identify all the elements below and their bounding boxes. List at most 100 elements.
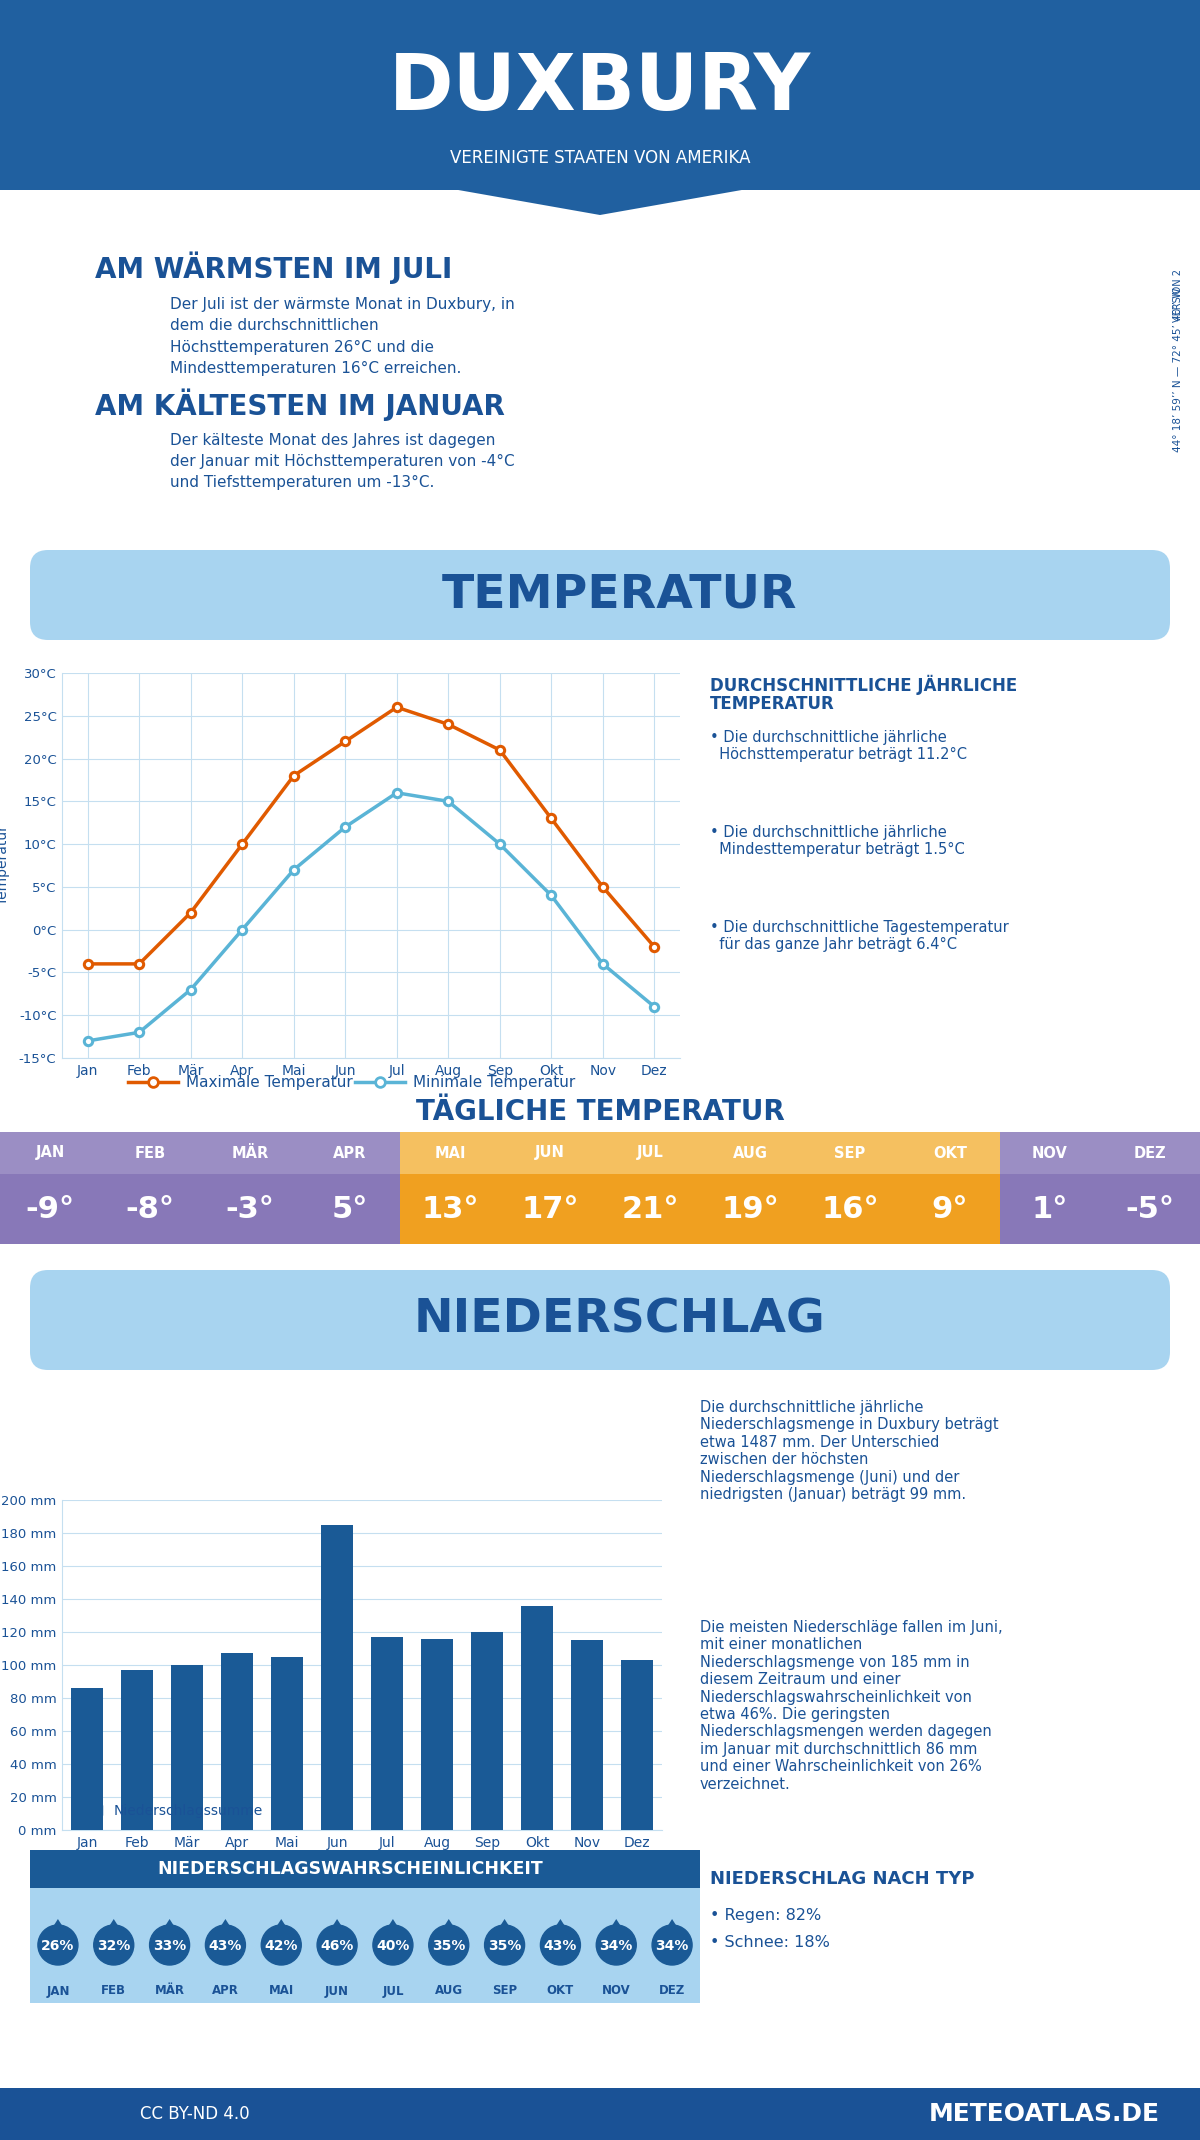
Text: OKT: OKT — [934, 1145, 967, 1160]
Circle shape — [652, 1926, 692, 1965]
Text: Minimale Temperatur: Minimale Temperatur — [413, 1074, 575, 1089]
Text: 13°: 13° — [421, 1194, 479, 1224]
Text: Die durchschnittliche jährliche
Niederschlagsmenge in Duxbury beträgt
etwa 1487 : Die durchschnittliche jährliche Niedersc… — [700, 1400, 998, 1502]
Text: -3°: -3° — [226, 1194, 275, 1224]
Text: -8°: -8° — [126, 1194, 174, 1224]
FancyBboxPatch shape — [100, 1132, 200, 1175]
Text: AUG: AUG — [732, 1145, 768, 1160]
Bar — [470, 1633, 503, 1830]
Text: 35%: 35% — [432, 1939, 466, 1954]
Text: 43%: 43% — [209, 1939, 242, 1954]
Text: OKT: OKT — [547, 1984, 574, 1997]
Polygon shape — [546, 1920, 575, 1941]
Polygon shape — [260, 0, 940, 214]
Text: 5°: 5° — [332, 1194, 368, 1224]
Circle shape — [317, 1926, 358, 1965]
Bar — [320, 1524, 353, 1830]
Text: 33%: 33% — [152, 1939, 186, 1954]
Text: MÄR: MÄR — [232, 1145, 269, 1160]
Polygon shape — [156, 1920, 184, 1941]
Text: Der kälteste Monat des Jahres ist dagegen: Der kälteste Monat des Jahres ist dagege… — [170, 432, 496, 447]
FancyBboxPatch shape — [30, 1887, 700, 2003]
FancyBboxPatch shape — [300, 1175, 400, 1243]
FancyBboxPatch shape — [700, 1175, 800, 1243]
Text: 26%: 26% — [41, 1939, 74, 1954]
Polygon shape — [434, 1920, 463, 1941]
Text: Der Juli ist der wärmste Monat in Duxbury, in: Der Juli ist der wärmste Monat in Duxbur… — [170, 297, 515, 312]
Bar — [271, 1656, 304, 1830]
Bar — [571, 1639, 604, 1830]
FancyBboxPatch shape — [0, 1132, 100, 1175]
FancyBboxPatch shape — [800, 1132, 900, 1175]
Text: METEOATLAS.DE: METEOATLAS.DE — [929, 2101, 1160, 2125]
Text: Die meisten Niederschläge fallen im Juni,
mit einer monatlichen
Niederschlagsmen: Die meisten Niederschläge fallen im Juni… — [700, 1620, 1003, 1791]
FancyBboxPatch shape — [600, 1132, 700, 1175]
Text: AM KÄLTESTEN IM JANUAR: AM KÄLTESTEN IM JANUAR — [95, 389, 505, 422]
Polygon shape — [211, 1920, 240, 1941]
Polygon shape — [100, 1920, 127, 1941]
Text: DEZ: DEZ — [1134, 1145, 1166, 1160]
Circle shape — [38, 1926, 78, 1965]
Text: TÄGLICHE TEMPERATUR: TÄGLICHE TEMPERATUR — [415, 1098, 785, 1126]
Text: 40%: 40% — [377, 1939, 409, 1954]
Circle shape — [485, 1926, 524, 1965]
FancyBboxPatch shape — [200, 1175, 300, 1243]
Text: der Januar mit Höchsttemperaturen von -4°C: der Januar mit Höchsttemperaturen von -4… — [170, 454, 515, 469]
Text: AM WÄRMSTEN IM JULI: AM WÄRMSTEN IM JULI — [95, 253, 452, 285]
Text: DURCHSCHNITTLICHE JÄHRLICHE: DURCHSCHNITTLICHE JÄHRLICHE — [710, 674, 1018, 696]
Polygon shape — [379, 1920, 407, 1941]
Polygon shape — [268, 1920, 295, 1941]
FancyBboxPatch shape — [1100, 1132, 1200, 1175]
Text: NIEDERSCHLAG: NIEDERSCHLAG — [414, 1297, 826, 1342]
Bar — [71, 1688, 103, 1830]
Text: DUXBURY: DUXBURY — [389, 49, 811, 126]
Text: APR: APR — [334, 1145, 367, 1160]
Text: JAN: JAN — [46, 1984, 70, 1997]
Text: DEZ: DEZ — [659, 1984, 685, 1997]
Circle shape — [94, 1926, 133, 1965]
Polygon shape — [658, 1920, 686, 1941]
Circle shape — [373, 1926, 413, 1965]
FancyBboxPatch shape — [30, 1849, 700, 1887]
Polygon shape — [323, 1920, 352, 1941]
Text: JUL: JUL — [636, 1145, 664, 1160]
Polygon shape — [602, 1920, 630, 1941]
Text: JUN: JUN — [535, 1145, 565, 1160]
Text: 34%: 34% — [600, 1939, 632, 1954]
FancyBboxPatch shape — [0, 2089, 1200, 2140]
Text: SEP: SEP — [492, 1984, 517, 1997]
FancyBboxPatch shape — [300, 1132, 400, 1175]
Polygon shape — [491, 1920, 518, 1941]
Text: MÄR: MÄR — [155, 1984, 185, 1997]
Text: -9°: -9° — [25, 1194, 74, 1224]
Text: Maximale Temperatur: Maximale Temperatur — [186, 1074, 353, 1089]
Text: 32%: 32% — [97, 1939, 131, 1954]
Text: 1°: 1° — [1032, 1194, 1068, 1224]
Text: VEREINIGTE STAATEN VON AMERIKA: VEREINIGTE STAATEN VON AMERIKA — [450, 150, 750, 167]
Text: 43%: 43% — [544, 1939, 577, 1954]
Text: 34%: 34% — [655, 1939, 689, 1954]
Text: dem die durchschnittlichen: dem die durchschnittlichen — [170, 319, 379, 334]
Text: -5°: -5° — [1126, 1194, 1175, 1224]
Text: TEMPERATUR: TEMPERATUR — [710, 696, 835, 713]
Circle shape — [262, 1926, 301, 1965]
Bar — [371, 1637, 403, 1830]
FancyBboxPatch shape — [200, 1132, 300, 1175]
FancyBboxPatch shape — [900, 1132, 1000, 1175]
FancyBboxPatch shape — [0, 1175, 100, 1243]
Text: 46%: 46% — [320, 1939, 354, 1954]
Text: MAI: MAI — [269, 1984, 294, 1997]
Text: SEP: SEP — [834, 1145, 865, 1160]
Text: 21°: 21° — [622, 1194, 679, 1224]
FancyBboxPatch shape — [1000, 1132, 1100, 1175]
Text: 44° 18’ 59’’ N — 72° 45’ 40’’ W: 44° 18’ 59’’ N — 72° 45’ 40’’ W — [1174, 287, 1183, 452]
FancyBboxPatch shape — [1100, 1175, 1200, 1243]
FancyBboxPatch shape — [100, 1175, 200, 1243]
FancyBboxPatch shape — [700, 1132, 800, 1175]
Text: NIEDERSCHLAGSWAHRSCHEINLICHKEIT: NIEDERSCHLAGSWAHRSCHEINLICHKEIT — [157, 1860, 542, 1879]
FancyBboxPatch shape — [30, 1269, 1170, 1370]
Y-axis label: Temperatur: Temperatur — [0, 826, 11, 905]
Text: Mindesttemperaturen 16°C erreichen.: Mindesttemperaturen 16°C erreichen. — [170, 360, 461, 374]
Text: 42%: 42% — [264, 1939, 298, 1954]
Circle shape — [596, 1926, 636, 1965]
